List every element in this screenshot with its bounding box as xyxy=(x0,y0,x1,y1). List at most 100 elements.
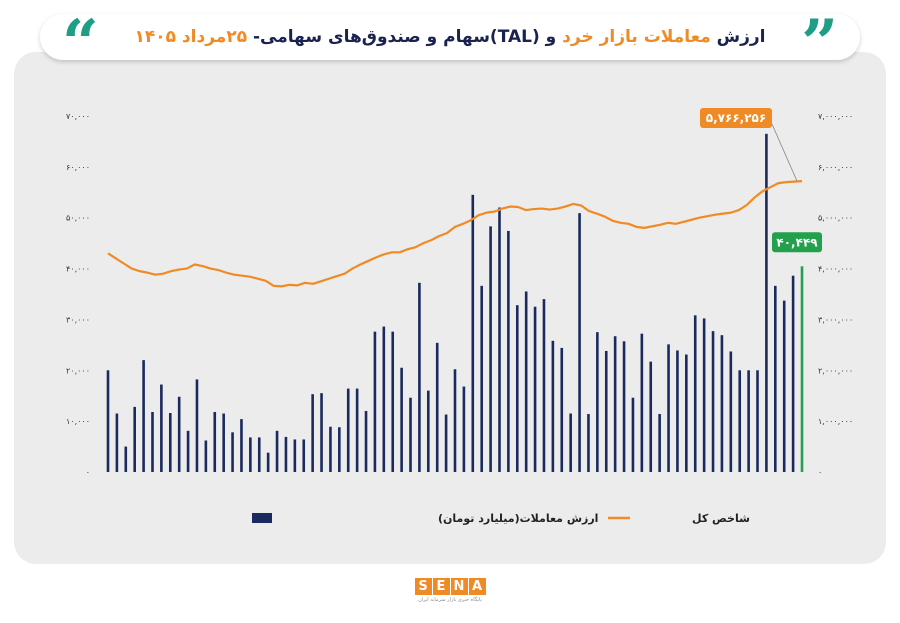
y-right-tick-label: ۱,۰۰۰,۰۰۰ xyxy=(818,417,853,426)
bar xyxy=(702,318,706,472)
y-left-tick-label: ۶۰,۰۰۰ xyxy=(66,163,90,172)
bar xyxy=(142,360,145,472)
y-left-tick-label: ۱۰,۰۰۰ xyxy=(66,417,90,426)
bar xyxy=(515,305,519,472)
bar xyxy=(115,413,119,472)
title-part-1: ارزش xyxy=(710,27,766,47)
bar xyxy=(293,439,297,472)
bar xyxy=(195,379,199,472)
bar xyxy=(275,430,279,472)
quote-mark-right-icon: ” xyxy=(801,6,838,81)
y-right-tick-label: ۵,۰۰۰,۰۰۰ xyxy=(818,214,853,223)
bar xyxy=(533,306,537,472)
bar xyxy=(329,426,332,472)
title-date: ۲۵مرداد ۱۴۰۵ xyxy=(134,27,248,47)
logo-letter: E xyxy=(432,578,450,595)
y-left-tick-label: ۴۰,۰۰۰ xyxy=(66,265,90,274)
logo-letter: N xyxy=(450,578,468,595)
logo-letter: A xyxy=(468,578,486,595)
bar xyxy=(355,388,359,472)
bar xyxy=(222,413,225,472)
bar xyxy=(489,226,492,472)
y-right-tick-label: ۲,۰۰۰,۰۰۰ xyxy=(818,366,853,375)
bar xyxy=(569,413,572,472)
bar xyxy=(177,396,181,472)
bar xyxy=(658,414,661,472)
bar xyxy=(106,370,110,472)
value-callout-box xyxy=(772,232,822,253)
bar xyxy=(462,386,466,472)
bar xyxy=(257,437,261,472)
bar xyxy=(667,344,670,472)
y-right-tick-label: ۶,۰۰۰,۰۰۰ xyxy=(818,163,853,172)
bar xyxy=(622,341,626,472)
title-part-3: و (TAL)سهام و صندوق‌های سهامی- xyxy=(247,27,563,47)
y-left-tick-label: ۵۰,۰۰۰ xyxy=(66,214,90,223)
bar xyxy=(711,331,715,472)
legend-bar-label: ارزش معاملات(میلیارد تومان) xyxy=(438,512,598,525)
bar xyxy=(560,347,564,472)
bar xyxy=(151,411,154,472)
bar xyxy=(587,414,590,472)
y-right-tick-label: ۰ xyxy=(818,468,822,477)
bar xyxy=(480,285,483,472)
bar xyxy=(524,291,528,472)
bar xyxy=(427,390,430,472)
y-left-tick-label: ۰ xyxy=(86,468,90,477)
bar xyxy=(302,439,306,472)
bar xyxy=(453,369,457,472)
bar xyxy=(791,275,795,472)
bar xyxy=(649,361,653,472)
bar xyxy=(364,410,368,472)
bar xyxy=(311,394,314,472)
bar xyxy=(409,397,412,472)
title-banner: “ ارزش معاملات بازار خرد و (TAL)سهام و ص… xyxy=(40,12,860,76)
bar xyxy=(800,266,804,472)
bar xyxy=(249,437,252,472)
logo-letter: S xyxy=(414,578,432,595)
bar xyxy=(551,340,555,472)
bar xyxy=(373,331,377,472)
chart-card xyxy=(14,52,886,564)
bar xyxy=(338,427,341,472)
bar xyxy=(640,333,644,472)
bar xyxy=(168,413,172,472)
title-part-2: معاملات بازار خرد xyxy=(562,27,711,47)
bar xyxy=(774,285,777,472)
bar xyxy=(685,354,688,472)
bar xyxy=(400,367,403,472)
bar xyxy=(346,388,350,472)
bar xyxy=(738,370,742,472)
callout-line xyxy=(771,123,798,182)
bar xyxy=(160,384,163,472)
bar xyxy=(747,370,750,472)
bar xyxy=(782,300,786,472)
legend-line-label: شاخص کل xyxy=(692,512,750,525)
index-callout-box xyxy=(700,108,772,128)
value-callout-label: ۴۰,۴۴۹ xyxy=(776,235,818,249)
bar xyxy=(231,432,234,472)
bar xyxy=(444,414,448,472)
bar xyxy=(765,133,768,473)
bar xyxy=(596,332,599,472)
bar xyxy=(240,419,243,472)
y-right-tick-label: ۳,۰۰۰,۰۰۰ xyxy=(818,315,853,324)
y-right-tick-label: ۷,۰۰۰,۰۰۰ xyxy=(818,112,853,121)
bar xyxy=(729,351,733,472)
sena-logo: S E N A پایگاه خبری بازار سرمایه ایران xyxy=(412,578,488,603)
bar xyxy=(498,207,501,473)
bar xyxy=(266,452,270,472)
bar xyxy=(133,406,136,472)
index-callout-label: ۵,۷۶۶,۲۵۶ xyxy=(706,111,766,125)
bar xyxy=(391,331,395,472)
y-left-tick-label: ۷۰,۰۰۰ xyxy=(66,112,90,121)
bar xyxy=(124,446,128,472)
y-left-tick-label: ۳۰,۰۰۰ xyxy=(66,315,90,324)
quote-mark-left-icon: “ xyxy=(62,6,99,81)
bar xyxy=(471,194,475,472)
bar xyxy=(435,342,439,472)
index-line xyxy=(107,180,803,288)
bar xyxy=(693,315,697,472)
